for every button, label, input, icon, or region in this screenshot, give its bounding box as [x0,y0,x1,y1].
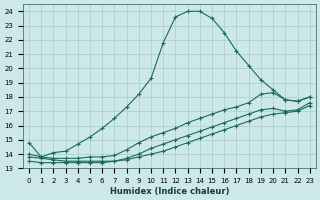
X-axis label: Humidex (Indice chaleur): Humidex (Indice chaleur) [110,187,229,196]
